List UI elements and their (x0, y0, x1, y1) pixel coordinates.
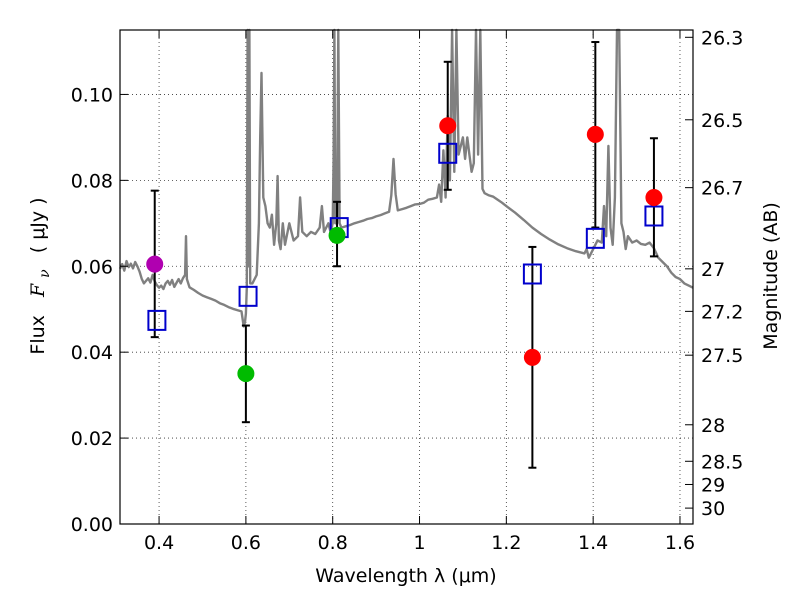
y-axis-label-symbol: F (27, 283, 49, 298)
observed-point (146, 255, 164, 273)
y2-tick-label: 30 (701, 498, 725, 520)
spectrum-line (118, 28, 694, 328)
y-axis-label: Flux F ν ( μJy ) (27, 197, 54, 354)
y-axis-label-unit: ( μJy ) (27, 197, 49, 253)
y-tick-label: 0.06 (71, 256, 113, 278)
y-tick-label: 0.10 (71, 84, 113, 106)
y2-tick-label: 26.7 (701, 178, 743, 200)
y-tick-label: 0.04 (71, 342, 113, 364)
y-axis-label-prefix: Flux (27, 315, 49, 355)
x-tick-label: 1 (413, 532, 425, 554)
plot-frame (119, 29, 694, 525)
observed-point (523, 348, 541, 366)
y2-tick-label: 27.5 (701, 345, 743, 367)
observed-point (328, 226, 346, 244)
x-tick-label: 0.6 (231, 532, 261, 554)
model-photometry-square (438, 142, 458, 164)
y2-tick-label: 29 (701, 474, 725, 496)
x-axis-label: Wavelength λ (μm) (315, 565, 496, 587)
y2-tick-label: 28.5 (701, 451, 743, 473)
y-tick-label: 0.02 (71, 428, 113, 450)
spectrum-layer (118, 28, 694, 328)
y2-tick-label: 26.5 (701, 110, 743, 132)
model-photometry-square (147, 309, 167, 331)
grid-layer (120, 30, 693, 525)
y2-tick-label: 27 (701, 259, 725, 281)
y2-tick-label: 28 (701, 415, 725, 437)
observed-point (439, 117, 457, 135)
model-photometry-layer (147, 142, 664, 331)
x-tick-label: 1.4 (578, 532, 608, 554)
y-axis-label-subscript: ν (37, 269, 53, 278)
observed-photometry-layer (146, 117, 663, 383)
model-photometry-square (644, 205, 664, 227)
y-tick-label: 0.08 (71, 170, 113, 192)
observed-point (586, 125, 604, 143)
y2-axis-label: Magnitude (AB) (760, 202, 782, 350)
tick-layer: 0.4 0.6 0.8 1 1.2 1.4 1.6 0.00 0.02 0.04 0.06 0.08 0… (71, 27, 744, 554)
observed-point (645, 189, 663, 207)
model-photometry-square (585, 227, 605, 249)
x-tick-label: 1.2 (491, 532, 521, 554)
observed-point (237, 365, 255, 383)
x-tick-label: 1.6 (665, 532, 695, 554)
x-tick-label: 0.8 (318, 532, 348, 554)
errorbar-layer (150, 41, 658, 469)
model-photometry-square (522, 263, 542, 285)
model-photometry-square (238, 285, 258, 307)
y2-tick-label: 26.3 (701, 27, 743, 49)
y-tick-label: 0.00 (71, 514, 113, 536)
y2-tick-label: 27.2 (701, 301, 743, 323)
x-tick-label: 0.4 (144, 532, 174, 554)
